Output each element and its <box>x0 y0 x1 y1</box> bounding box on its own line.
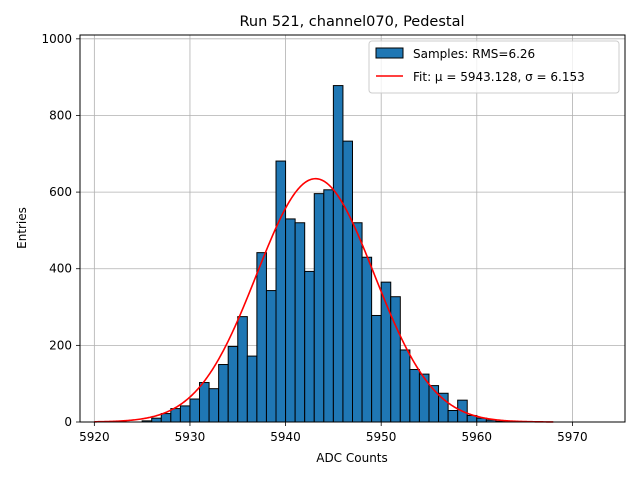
y-tick-label: 800 <box>49 108 72 122</box>
x-tick-label: 5940 <box>270 430 301 444</box>
histogram-bar <box>409 369 420 423</box>
y-tick-label: 400 <box>49 262 72 276</box>
histogram-bar <box>227 346 239 423</box>
histogram-bar <box>285 218 296 423</box>
histogram-bar <box>304 270 315 423</box>
histogram-bar <box>199 382 210 423</box>
plot-frame <box>79 34 626 423</box>
x-tick-label: 5960 <box>462 430 493 444</box>
legend-samples-swatch <box>375 47 404 59</box>
histogram-bar <box>428 385 440 423</box>
legend-box <box>368 40 620 94</box>
y-tick-label: 600 <box>49 185 72 199</box>
histogram-bar <box>151 417 162 423</box>
y-axis-label: Entries <box>15 207 29 249</box>
histogram-bar <box>294 222 306 423</box>
x-tick-label: 5930 <box>175 430 206 444</box>
histogram-bar <box>179 405 191 423</box>
fit-curve <box>94 177 554 423</box>
y-tick-label: 1000 <box>41 32 72 46</box>
histogram-bar <box>170 408 181 423</box>
y-axis-ticks: 0 200 400 600 800 1000 <box>41 32 80 429</box>
histogram-bar <box>390 296 401 423</box>
legend: Samples: RMS=6.26 Fit: μ = 5943.128, σ =… <box>368 40 620 94</box>
histogram-bar <box>342 140 354 423</box>
histogram-bar <box>332 85 344 423</box>
x-tick-label: 5950 <box>366 430 397 444</box>
histogram-bar <box>256 252 267 423</box>
x-axis-label: ADC Counts <box>316 451 388 465</box>
histogram-bar <box>208 388 220 423</box>
histogram-bar <box>246 355 258 423</box>
histogram-bar <box>447 410 459 423</box>
histogram-bar <box>371 314 382 423</box>
x-tick-label: 5920 <box>79 430 110 444</box>
histogram-bar <box>237 316 248 423</box>
chart-title: Run 521, channel070, Pedestal <box>239 14 464 30</box>
histogram-bar <box>275 160 287 423</box>
histogram-bar <box>352 222 363 423</box>
x-tick-label: 5970 <box>557 430 588 444</box>
histogram-bar <box>399 349 411 423</box>
x-axis-ticks: 5920 5930 5940 5950 5960 5970 <box>79 422 588 444</box>
histogram-bar <box>438 392 449 423</box>
histogram-bar <box>361 256 373 423</box>
histogram-bar <box>218 364 229 423</box>
legend-fit-label: Fit: μ = 5943.128, σ = 6.153 <box>413 70 585 84</box>
y-tick-label: 200 <box>49 338 72 352</box>
legend-samples-label: Samples: RMS=6.26 <box>413 47 535 61</box>
histogram-bar <box>265 290 277 423</box>
histogram-bar <box>323 189 334 423</box>
y-tick-label: 0 <box>64 415 72 429</box>
histogram-bar <box>189 398 201 423</box>
histogram-bar <box>313 193 325 423</box>
histogram-bar <box>160 413 172 423</box>
